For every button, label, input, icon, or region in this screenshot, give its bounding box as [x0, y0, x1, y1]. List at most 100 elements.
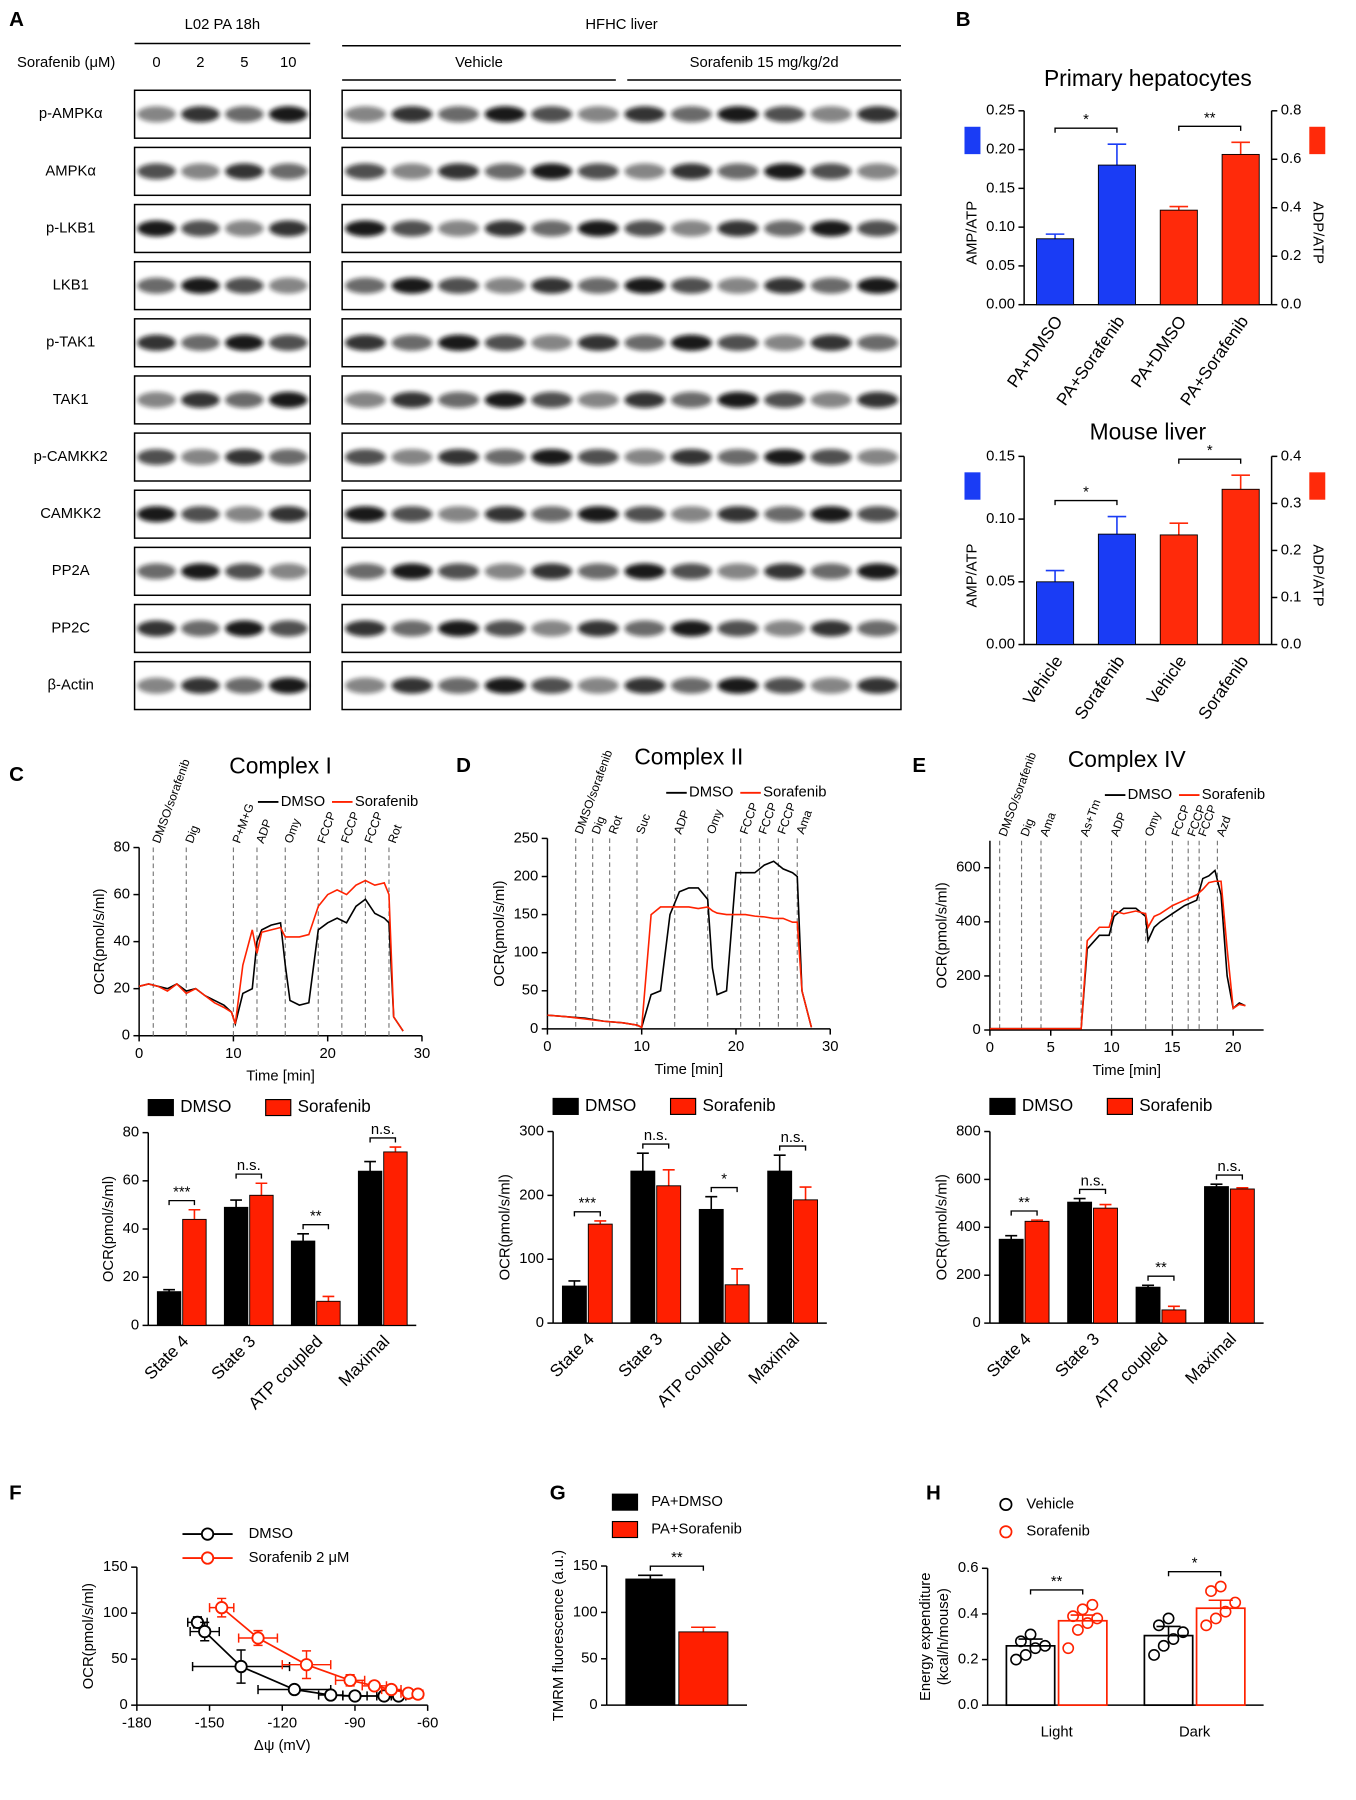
- legend-label: Vehicle: [1026, 1496, 1074, 1512]
- blot-band: [344, 220, 386, 237]
- blot-band: [268, 506, 308, 523]
- blot-band: [391, 334, 433, 351]
- blot-band: [137, 106, 176, 123]
- y-tick-label: 250: [514, 830, 539, 846]
- bar: [1036, 581, 1075, 645]
- y2-axis-label: ADP/ATP: [1309, 202, 1325, 264]
- significance-bracket: [1178, 458, 1242, 464]
- significance-bracket: [302, 1224, 330, 1230]
- error-bar: [638, 1574, 663, 1580]
- blot-band: [857, 563, 899, 580]
- blot-frame: [341, 375, 902, 425]
- blot-band: [181, 277, 220, 294]
- blot-band: [624, 391, 666, 408]
- blot-band: [717, 220, 759, 237]
- legend-label: Sorafenib: [702, 1096, 775, 1115]
- blot-frame: [341, 260, 902, 311]
- x-tick-label: 0: [986, 1040, 994, 1056]
- blot-band: [181, 391, 220, 408]
- blot-band: [438, 106, 480, 123]
- blot-band: [670, 106, 712, 123]
- x-tick-label: 20: [728, 1039, 744, 1055]
- error-bar: [636, 1152, 649, 1172]
- error-bar: [230, 1199, 242, 1208]
- blot-band: [624, 620, 666, 637]
- blot-band: [181, 563, 220, 580]
- y-tick-label: 0.05: [986, 574, 1015, 590]
- error-bar: [731, 1268, 744, 1285]
- blot-band: [577, 506, 619, 523]
- bar: [290, 1240, 316, 1326]
- significance-label: n.s.: [644, 1128, 668, 1144]
- blot-band: [717, 106, 759, 123]
- blot-band: [531, 220, 573, 237]
- legend-label: Sorafenib 2 μM: [249, 1550, 350, 1566]
- blot-band: [624, 563, 666, 580]
- blot-band: [764, 677, 806, 694]
- blot-band: [577, 220, 619, 237]
- error-bar: [1005, 1234, 1018, 1240]
- blot-band: [670, 620, 712, 637]
- panel-label: B: [956, 8, 971, 31]
- x-tick-label: -150: [195, 1715, 225, 1731]
- bar: [1067, 1201, 1093, 1324]
- event-label: Dig: [1018, 817, 1037, 839]
- blot-band: [670, 563, 712, 580]
- blot-band: [810, 277, 852, 294]
- y-tick-label: 0.15: [986, 448, 1015, 464]
- point: [367, 1679, 381, 1693]
- point: [1076, 1603, 1089, 1616]
- legend-label: DMSO: [180, 1097, 231, 1116]
- blot-band: [225, 106, 264, 123]
- legend-marker: [147, 1099, 174, 1117]
- event-label: Dig: [589, 814, 608, 836]
- legend-label: Sorafenib: [1139, 1096, 1212, 1115]
- blot-band: [268, 334, 308, 351]
- y-tick-label: 40: [114, 934, 130, 950]
- blot-band: [484, 677, 526, 694]
- significance-bracket: [235, 1173, 263, 1179]
- bar: [1097, 164, 1136, 306]
- error-bar: [1107, 143, 1127, 166]
- blot-band: [670, 449, 712, 466]
- legend-marker: [611, 1520, 639, 1539]
- blot-band: [810, 220, 852, 237]
- bar: [1159, 534, 1198, 645]
- blot-band: [268, 620, 308, 637]
- dose-label: Sorafenib (μM): [17, 55, 115, 71]
- blot-band: [764, 620, 806, 637]
- y-tick-label: 40: [123, 1221, 139, 1237]
- blot-band: [857, 106, 899, 123]
- point: [1177, 1626, 1189, 1639]
- blot-band: [344, 391, 386, 408]
- chart-title: Mouse liver: [1090, 419, 1207, 445]
- point: [1214, 1580, 1227, 1593]
- significance-label: n.s.: [237, 1158, 261, 1174]
- y-tick-label: 0: [119, 1697, 127, 1713]
- significance-label: ***: [579, 1196, 597, 1212]
- legend-label: Sorafenib: [1202, 787, 1265, 803]
- y-tick-label: 0.00: [986, 636, 1015, 652]
- blot-band: [137, 506, 176, 523]
- blot-band: [531, 106, 573, 123]
- legend-label: DMSO: [689, 785, 733, 801]
- y-tick-label: 0.20: [986, 142, 1015, 158]
- legend-label: DMSO: [281, 794, 325, 810]
- axis-swatch: [964, 126, 981, 155]
- blot-band: [531, 563, 573, 580]
- point: [384, 1682, 398, 1697]
- legend-marker: [200, 1551, 215, 1565]
- x-tick-label: -180: [122, 1715, 152, 1731]
- blot-band: [531, 163, 573, 180]
- error-bar: [691, 1626, 716, 1632]
- blot-band: [438, 334, 480, 351]
- significance-bracket: [1178, 125, 1242, 131]
- x-tick-label: -60: [417, 1715, 438, 1731]
- blot-band: [857, 220, 899, 237]
- blot-band: [344, 163, 386, 180]
- blot-band: [484, 563, 526, 580]
- blot-band: [268, 106, 308, 123]
- blot-band: [624, 449, 666, 466]
- y-tick-label: 150: [573, 1558, 598, 1574]
- legend-label: DMSO: [585, 1096, 636, 1115]
